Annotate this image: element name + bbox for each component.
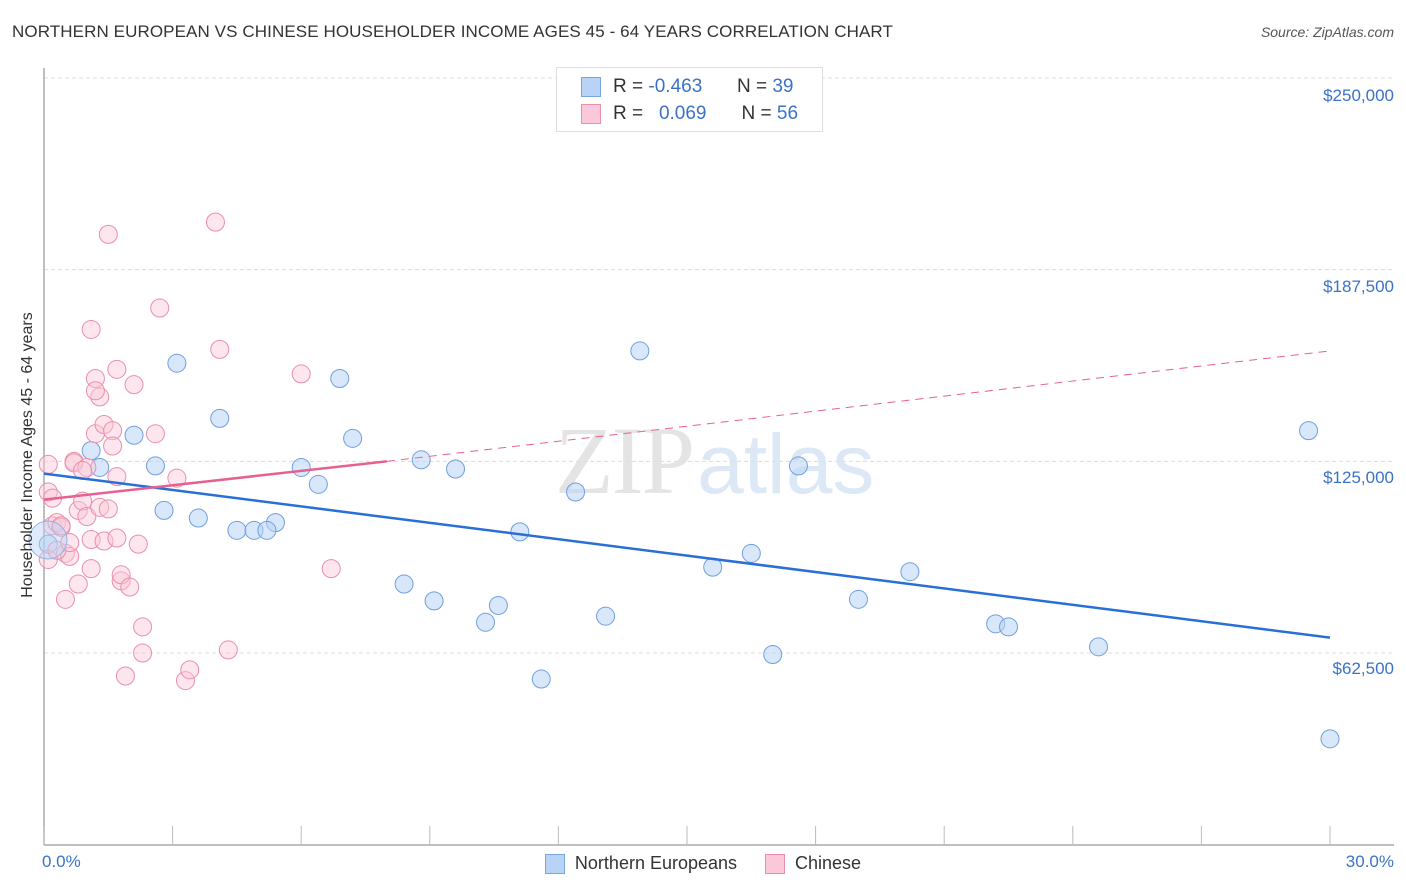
series-northern-europeans [38, 341, 1340, 749]
data-point[interactable] [98, 499, 118, 519]
r-value: -0.463 [648, 76, 703, 97]
n-label: N = [736, 76, 768, 97]
data-point[interactable] [85, 381, 105, 401]
data-point[interactable] [343, 428, 363, 448]
data-point[interactable] [424, 591, 444, 611]
y-tick-125000: $125,000 [1323, 468, 1394, 487]
data-point[interactable] [120, 577, 140, 597]
legend-item-chinese[interactable]: Chinese [765, 853, 861, 874]
data-point[interactable] [124, 425, 144, 445]
data-point[interactable] [999, 617, 1018, 637]
data-point[interactable] [510, 522, 530, 542]
y-tick-250000: $250,000 [1323, 86, 1394, 105]
data-point[interactable] [175, 671, 195, 691]
legend-row-northern-europeans: R = -0.463 N = 39 [581, 75, 793, 99]
data-point[interactable] [411, 450, 431, 470]
data-point[interactable] [630, 341, 650, 361]
data-point[interactable] [227, 520, 247, 540]
data-point[interactable] [308, 474, 328, 494]
data-point[interactable] [205, 212, 225, 232]
trend-line-northern-europeans [43, 472, 1331, 639]
legend-label: Northern Europeans [574, 853, 738, 873]
trend-line-chinese [43, 460, 388, 501]
data-point[interactable] [167, 353, 187, 373]
r-label: R = [613, 103, 644, 124]
chart-title: NORTHERN EUROPEAN VS CHINESE HOUSEHOLDER… [12, 22, 893, 41]
data-point[interactable] [167, 468, 187, 488]
data-point[interactable] [257, 520, 277, 540]
data-point[interactable] [218, 640, 238, 660]
y-tick-62500: $62,500 [1332, 659, 1394, 678]
data-point[interactable] [788, 456, 808, 476]
data-point[interactable] [124, 375, 144, 395]
data-point[interactable] [38, 454, 58, 474]
data-point[interactable] [188, 508, 208, 528]
data-point[interactable] [128, 534, 148, 554]
correlation-legend: R = -0.463 N = 39 R = 0.069 N = 56 [556, 67, 823, 132]
data-point[interactable] [566, 482, 586, 502]
data-point[interactable] [68, 574, 88, 594]
data-point[interactable] [848, 589, 868, 609]
n-value: 56 [776, 103, 799, 124]
data-point[interactable] [741, 543, 761, 563]
legend-label: Chinese [795, 853, 862, 873]
data-point[interactable] [210, 408, 230, 428]
data-point[interactable] [330, 369, 350, 389]
data-point[interactable] [145, 456, 165, 476]
data-point[interactable] [103, 421, 123, 441]
legend-row-chinese: R = 0.069 N = 56 [581, 102, 798, 126]
data-point[interactable] [1089, 637, 1109, 657]
blue-swatch-icon [581, 77, 601, 97]
y-axis-label: Householder Income Ages 45 - 64 years [19, 312, 36, 598]
data-point[interactable] [531, 669, 551, 689]
data-point[interactable] [488, 595, 508, 615]
data-point[interactable] [81, 319, 101, 339]
data-point[interactable] [115, 666, 135, 686]
pink-swatch-icon [765, 853, 786, 874]
data-point[interactable] [107, 359, 127, 379]
data-point[interactable] [81, 441, 101, 461]
data-point[interactable] [98, 224, 118, 244]
data-point[interactable] [145, 424, 165, 444]
data-point[interactable] [210, 339, 230, 359]
legend-item-northern-europeans[interactable]: Northern Europeans [544, 853, 738, 874]
data-point[interactable] [321, 559, 341, 579]
data-point[interactable] [180, 660, 200, 680]
trend-line-chinese-extension [386, 350, 1331, 462]
data-point-large[interactable] [28, 520, 68, 560]
r-label: R = [613, 76, 644, 97]
series-chinese [38, 212, 341, 691]
x-tick-min: 0.0% [42, 852, 81, 871]
pink-swatch-icon [581, 104, 601, 124]
data-point[interactable] [596, 606, 616, 626]
data-point[interactable] [81, 559, 101, 579]
blue-swatch-icon [544, 853, 565, 874]
data-point[interactable] [900, 562, 920, 582]
n-value: 39 [772, 76, 794, 97]
data-point[interactable] [55, 589, 75, 609]
x-tick-max: 30.0% [1345, 852, 1394, 871]
source-label: Source: ZipAtlas.com [1260, 24, 1394, 40]
data-point[interactable] [133, 617, 153, 637]
data-point[interactable] [150, 298, 170, 318]
data-point[interactable] [103, 436, 123, 456]
data-point[interactable] [291, 364, 311, 384]
series-legend: Northern Europeans Chinese [0, 853, 1406, 874]
data-point[interactable] [133, 643, 153, 663]
data-point[interactable] [763, 645, 783, 665]
data-point[interactable] [154, 500, 174, 520]
data-point[interactable] [446, 459, 466, 479]
data-point[interactable] [107, 528, 127, 548]
n-label: N = [741, 103, 772, 124]
data-point[interactable] [94, 531, 114, 551]
data-point[interactable] [394, 574, 414, 594]
data-point[interactable] [1299, 421, 1319, 441]
data-point[interactable] [1320, 729, 1340, 749]
data-point[interactable] [291, 457, 311, 477]
data-point[interactable] [77, 507, 97, 527]
r-value: 0.069 [658, 103, 707, 124]
y-tick-187500: $187,500 [1323, 277, 1394, 296]
data-point[interactable] [476, 612, 496, 632]
